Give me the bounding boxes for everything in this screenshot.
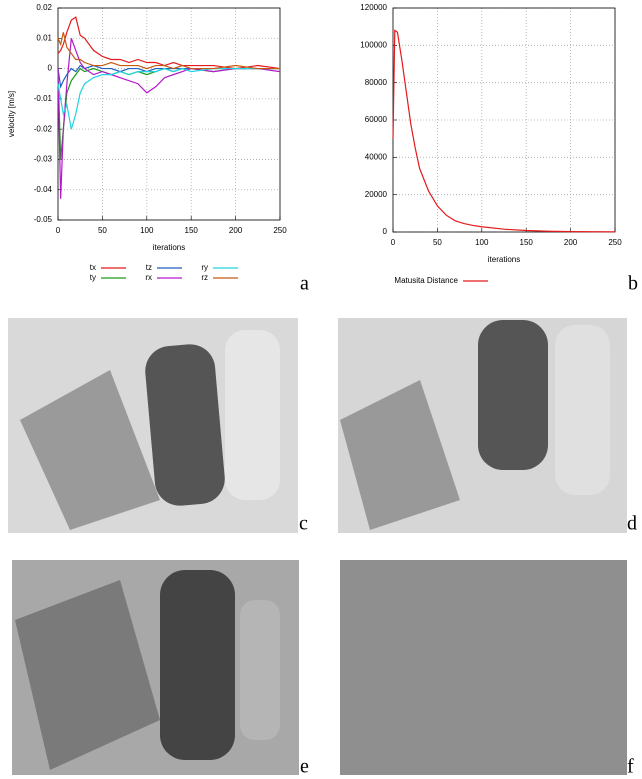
x-axis-label: iterations — [153, 243, 185, 252]
x-tick-label: 150 — [520, 238, 534, 247]
x-tick-label: 0 — [56, 226, 61, 235]
y-tick-label: 20000 — [365, 190, 388, 199]
series-line — [57, 38, 281, 199]
panel-label: e — [300, 756, 309, 778]
legend-label: tx — [90, 263, 96, 272]
y-tick-label: 0 — [383, 227, 388, 236]
y-tick-label: 0 — [48, 64, 53, 73]
panel-label: b — [628, 273, 638, 295]
image-f — [340, 560, 627, 775]
y-tick-label: 80000 — [365, 78, 388, 87]
x-tick-label: 150 — [185, 226, 199, 235]
plot-frame — [57, 7, 281, 221]
x-tick-label: 200 — [229, 226, 243, 235]
image-e — [12, 560, 299, 775]
x-tick-label: 100 — [140, 226, 154, 235]
y-tick-label: -0.04 — [34, 185, 53, 194]
series-line — [57, 16, 281, 70]
legend-label: ry — [201, 263, 208, 272]
y-tick-label: 40000 — [365, 152, 388, 161]
image-c — [8, 318, 298, 533]
series-line — [392, 29, 616, 233]
y-tick-label: 120000 — [360, 3, 387, 12]
legend-label: tz — [146, 263, 152, 272]
y-tick-label: -0.02 — [34, 124, 53, 133]
series-line — [57, 67, 280, 160]
x-tick-label: 250 — [608, 238, 622, 247]
panel-label: a — [300, 273, 309, 295]
y-tick-label: 0.02 — [36, 3, 52, 12]
x-axis-label: iterations — [488, 255, 520, 264]
y-tick-label: 0.01 — [36, 33, 52, 42]
x-tick-label: 200 — [564, 238, 578, 247]
legend-label: ty — [90, 273, 96, 282]
y-tick-label: -0.03 — [34, 155, 53, 164]
x-tick-label: 50 — [98, 226, 107, 235]
panel-label: d — [627, 513, 637, 535]
x-tick-label: 100 — [475, 238, 489, 247]
y-tick-label: 60000 — [365, 115, 388, 124]
x-tick-label: 50 — [433, 238, 442, 247]
y-tick-label: 100000 — [360, 40, 387, 49]
panel-label: c — [299, 513, 308, 535]
y-axis-label: velocity [m/s] — [7, 91, 16, 137]
series-line — [57, 32, 280, 70]
x-tick-label: 250 — [273, 226, 287, 235]
x-tick-label: 0 — [391, 238, 396, 247]
panel-label: f — [627, 756, 634, 778]
series-line — [57, 67, 280, 130]
image-d — [338, 318, 627, 533]
legend-label: rz — [201, 273, 208, 282]
legend-label: rx — [145, 273, 152, 282]
y-tick-label: -0.01 — [34, 94, 53, 103]
legend-label: Matusita Distance — [394, 276, 458, 285]
y-tick-label: -0.05 — [34, 215, 53, 224]
